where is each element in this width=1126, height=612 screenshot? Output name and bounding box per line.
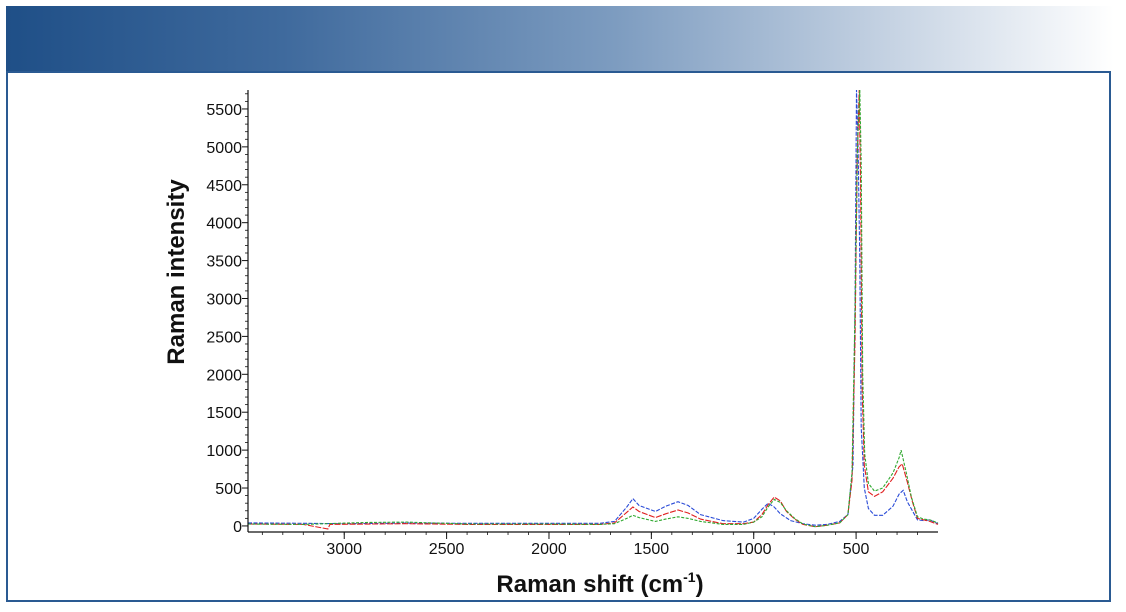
figure-frame [6,71,1111,602]
x-tick-label: 1500 [634,541,670,558]
header-banner [6,6,1114,72]
x-tick-label: 3000 [326,541,362,558]
x-tick-label: 1000 [736,541,772,558]
y-tick-label: 4500 [206,178,242,195]
x-tick-label: 500 [843,541,870,558]
y-tick-label: 500 [215,481,242,498]
y-axis-title: Raman intensity [163,179,190,365]
y-tick-label: 5500 [206,102,242,119]
y-tick-label: 3500 [206,254,242,271]
y-tick-label: 0 [233,519,242,536]
y-tick-label: 1500 [206,405,242,422]
y-tick-label: 4000 [206,216,242,233]
y-tick-label: 3000 [206,291,242,308]
y-tick-label: 1000 [206,443,242,460]
series-line-2 [247,89,939,530]
series-line-1 [247,89,939,526]
x-tick-label: 2000 [531,541,567,558]
y-tick-label: 2500 [206,329,242,346]
y-tick-label: 2000 [206,367,242,384]
series-line-3 [247,89,939,528]
x-axis-title: Raman shift (cm-1) [496,569,703,598]
y-tick-label: 5000 [206,140,242,157]
x-tick-label: 2500 [429,541,465,558]
